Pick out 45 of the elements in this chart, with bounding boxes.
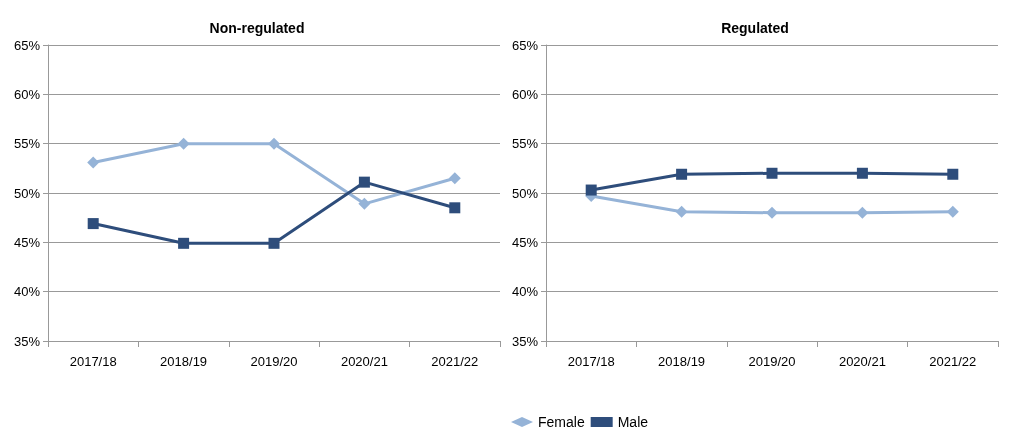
point <box>358 197 371 210</box>
x-tick-label: 2020/21 <box>340 354 388 369</box>
point <box>177 137 190 150</box>
point <box>178 237 190 249</box>
point <box>87 218 99 230</box>
y-tick-label: 60% <box>13 86 41 102</box>
point <box>585 184 597 196</box>
x-tick-label: 2018/19 <box>160 354 208 369</box>
y-tick-label: 65% <box>13 37 41 53</box>
point <box>358 176 370 188</box>
x-tick-label: 2018/19 <box>658 354 706 369</box>
x-tick-label: 2021/22 <box>431 354 479 369</box>
point <box>449 202 461 214</box>
y-tick-label: 55% <box>13 136 41 152</box>
y-tick-label: 35% <box>511 333 539 349</box>
point <box>268 237 280 249</box>
point <box>766 167 778 179</box>
y-tick-label: 45% <box>511 234 539 250</box>
chart-title: Regulated <box>721 20 789 36</box>
x-tick-label: 2019/20 <box>250 354 298 369</box>
chart-title: Non-regulated <box>209 20 305 36</box>
x-tick-label: 2020/21 <box>838 354 886 369</box>
point <box>947 168 959 180</box>
x-tick-label: 2019/20 <box>748 354 796 369</box>
x-tick-label: 2021/22 <box>929 354 977 369</box>
y-tick-label: 40% <box>13 284 41 300</box>
point <box>268 137 280 150</box>
y-tick-label: 50% <box>13 185 41 201</box>
y-tick-label: 35% <box>13 333 41 349</box>
y-tick-label: 60% <box>511 86 539 102</box>
y-tick-label: 50% <box>511 185 539 201</box>
point <box>766 206 778 219</box>
point <box>675 205 688 218</box>
y-tick-label: 45% <box>13 234 41 250</box>
legend-label: Male <box>617 414 649 430</box>
y-tick-label: 65% <box>511 37 539 53</box>
point <box>448 172 461 185</box>
legend-label: Female <box>538 414 585 430</box>
x-tick-label: 2017/18 <box>69 354 117 369</box>
point <box>87 156 100 169</box>
point <box>856 167 868 179</box>
x-tick-label: 2017/18 <box>567 354 615 369</box>
y-tick-label: 55% <box>511 136 539 152</box>
y-tick-label: 40% <box>511 284 539 300</box>
point <box>676 168 688 180</box>
